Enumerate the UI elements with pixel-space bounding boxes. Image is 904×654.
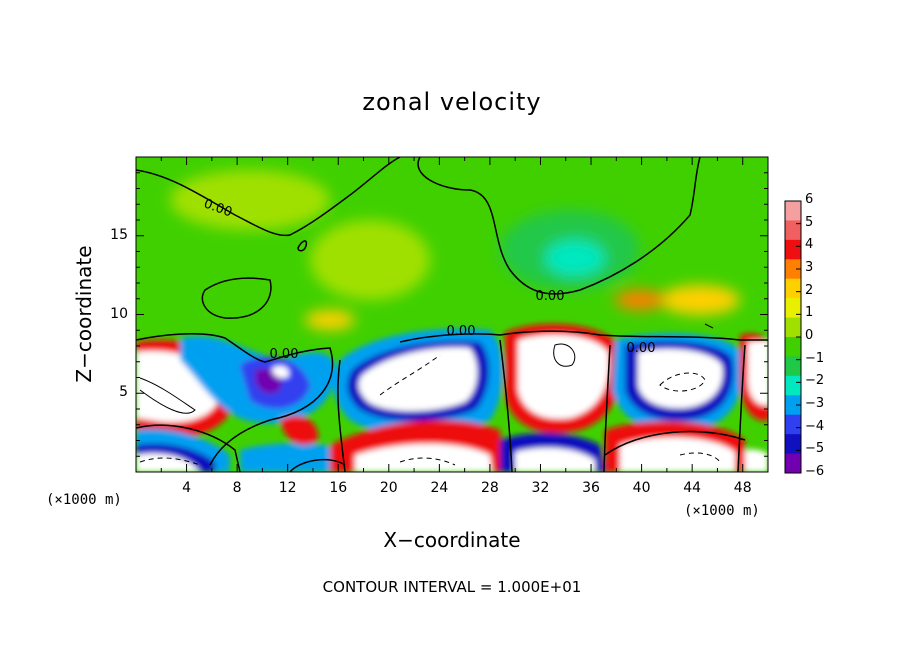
colorbar-swatch (785, 434, 801, 455)
contour-label: 0.00 (447, 324, 476, 339)
colorbar-tick-label: 4 (805, 237, 814, 253)
x-tick-label: 20 (379, 480, 398, 496)
colorbar-swatch (785, 220, 801, 241)
y-tick-label: 10 (110, 305, 128, 322)
x-tick-label: 40 (632, 480, 651, 496)
x-tick-label: 28 (480, 480, 499, 496)
contour-label: 0.00 (270, 347, 299, 362)
contour-interval-note: CONTOUR INTERVAL = 1.000E+01 (322, 578, 582, 596)
colorbar-tick-label: −6 (805, 464, 825, 479)
colorbar-swatch (785, 337, 801, 357)
colorbar-tick-label: 0 (805, 328, 814, 343)
x-axis-label: X−coordinate (383, 528, 521, 552)
colorbar-tick-label: 5 (805, 214, 814, 230)
x-unit-label-right: (×1000 m) (684, 503, 760, 519)
x-tick-label: 32 (531, 480, 550, 496)
chart-title: zonal velocity (362, 88, 542, 116)
colorbar-swatch (785, 201, 801, 221)
colorbar-swatch (785, 259, 801, 280)
colorbar-tick-label: 6 (805, 192, 814, 207)
contour-label: 0.00 (627, 341, 656, 356)
colorbar-tick-label: 1 (805, 305, 814, 321)
x-tick-label: 36 (582, 480, 600, 496)
y-tick-marks (136, 172, 768, 457)
contour-label: 0.00 (536, 289, 565, 304)
x-tick-label: 4 (182, 480, 191, 496)
colorbar-tick-label: −5 (805, 441, 825, 457)
y-axis-label: Z−coordinate (72, 245, 96, 383)
x-tick-label: 8 (232, 480, 242, 496)
colorbar-tick-label: −4 (805, 418, 825, 434)
y-tick-label: 5 (119, 384, 128, 401)
heatmap-field (136, 157, 768, 472)
colorbar-swatch (785, 375, 801, 396)
x-tick-marks (160, 157, 744, 472)
colorbar-tick-label: 3 (805, 260, 814, 275)
contour-labels: 0.000.000.000.000.00 (202, 196, 656, 362)
colorbar-swatch (785, 239, 801, 260)
y-tick-label: 15 (110, 226, 128, 243)
colorbar-swatch (785, 317, 801, 338)
colorbar-tick-label: −1 (805, 350, 825, 366)
colorbar-swatch (785, 414, 801, 435)
colorbar-swatch (785, 356, 801, 377)
x-unit-label-left: (×1000 m) (46, 492, 122, 508)
colorbar-swatch (785, 395, 801, 416)
x-tick-label: 48 (733, 480, 752, 496)
colorbar-swatch (785, 453, 801, 474)
x-tick-label: 44 (683, 480, 702, 496)
x-tick-label: 16 (329, 480, 348, 496)
x-tick-label: 24 (430, 480, 449, 496)
colorbar-swatch (785, 278, 801, 299)
colorbar-swatch (785, 298, 801, 319)
colorbar-tick-label: 2 (805, 282, 814, 298)
x-tick-label: 12 (278, 480, 297, 496)
colorbar-tick-label: −3 (805, 396, 825, 411)
colorbar-tick-label: −2 (805, 373, 825, 389)
colorbar (784, 200, 802, 474)
